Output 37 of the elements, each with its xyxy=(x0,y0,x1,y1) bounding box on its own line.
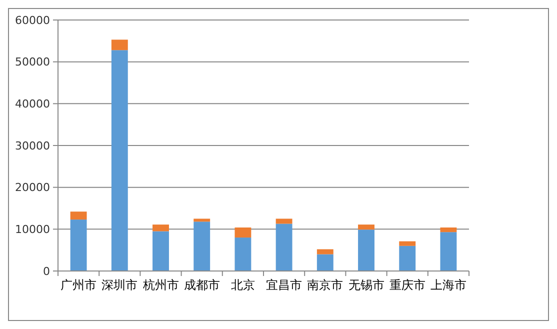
bar xyxy=(399,246,416,271)
x-tick-label: 成都市 xyxy=(184,278,220,292)
x-tick-label: 北京 xyxy=(230,278,255,292)
bar xyxy=(152,224,169,232)
bar xyxy=(234,238,252,271)
x-tick-label: 上海市 xyxy=(430,278,466,292)
x-tick-label: 宜昌市 xyxy=(266,278,302,292)
bar xyxy=(276,218,292,224)
bar xyxy=(111,50,128,271)
bar xyxy=(358,230,374,271)
x-tick-label: 深圳市 xyxy=(102,278,138,292)
bar xyxy=(440,227,457,232)
x-tick-label: 杭州市 xyxy=(142,278,179,292)
y-tick-label: 40000 xyxy=(15,98,50,111)
bar xyxy=(152,231,169,271)
bar xyxy=(276,224,292,271)
y-tick-label: 60000 xyxy=(15,14,50,27)
bar xyxy=(440,232,457,271)
bar xyxy=(70,220,87,271)
bar xyxy=(70,212,87,220)
y-tick-label: 10000 xyxy=(15,223,50,236)
bar xyxy=(194,218,210,222)
x-tick-label: 重庆市 xyxy=(389,278,426,292)
y-tick-label: 0 xyxy=(43,264,50,278)
bar xyxy=(111,40,128,50)
bar xyxy=(316,254,334,271)
bar xyxy=(234,227,252,238)
x-tick-label: 无锡市 xyxy=(348,278,384,292)
bar xyxy=(316,249,334,254)
y-tick-label: 50000 xyxy=(15,56,50,69)
x-tick-label: 广州市 xyxy=(60,278,97,292)
x-tick-label: 南京市 xyxy=(307,278,344,292)
y-tick-label: 20000 xyxy=(15,181,50,194)
bar xyxy=(399,241,416,246)
bar xyxy=(358,224,374,230)
y-tick-label: 30000 xyxy=(15,139,50,152)
bar xyxy=(194,222,210,271)
